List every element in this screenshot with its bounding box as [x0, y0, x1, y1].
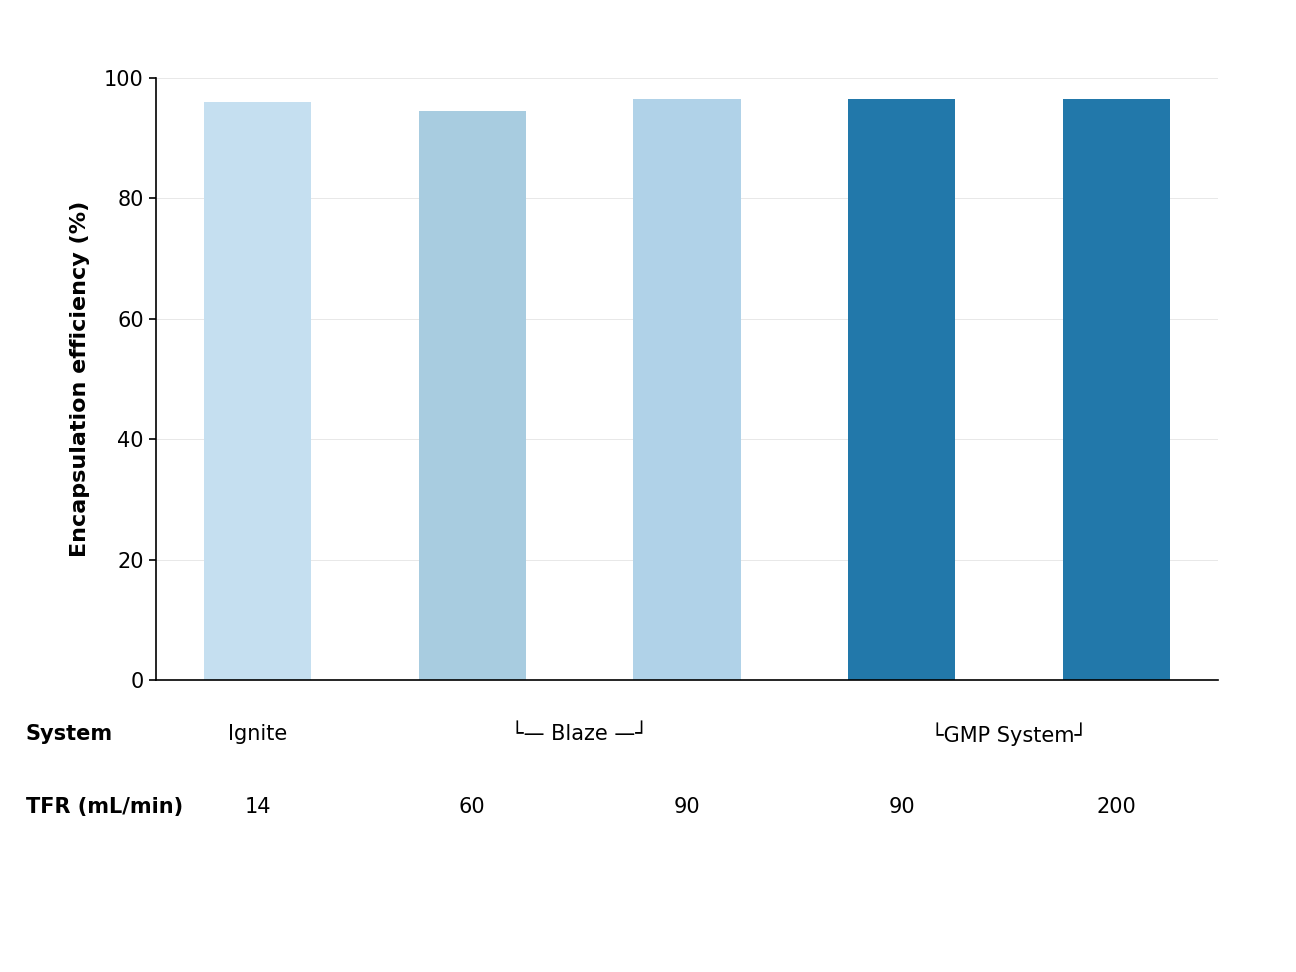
Bar [1063, 99, 1170, 680]
Text: 90: 90 [674, 797, 700, 816]
Bar [203, 102, 311, 680]
Text: 14: 14 [244, 797, 271, 816]
Bar [848, 99, 955, 680]
Text: 200: 200 [1096, 797, 1137, 816]
Text: └— Blaze —┘: └— Blaze —┘ [511, 724, 648, 744]
Text: TFR (mL/min): TFR (mL/min) [26, 797, 183, 816]
Bar [634, 99, 740, 680]
Text: System: System [26, 724, 113, 744]
Bar [419, 111, 526, 680]
Text: 60: 60 [459, 797, 486, 816]
Text: 90: 90 [888, 797, 915, 816]
Text: └GMP System┘: └GMP System┘ [931, 722, 1087, 746]
Y-axis label: Encapsulation efficiency (%): Encapsulation efficiency (%) [70, 201, 91, 557]
Text: Ignite: Ignite [228, 724, 288, 744]
